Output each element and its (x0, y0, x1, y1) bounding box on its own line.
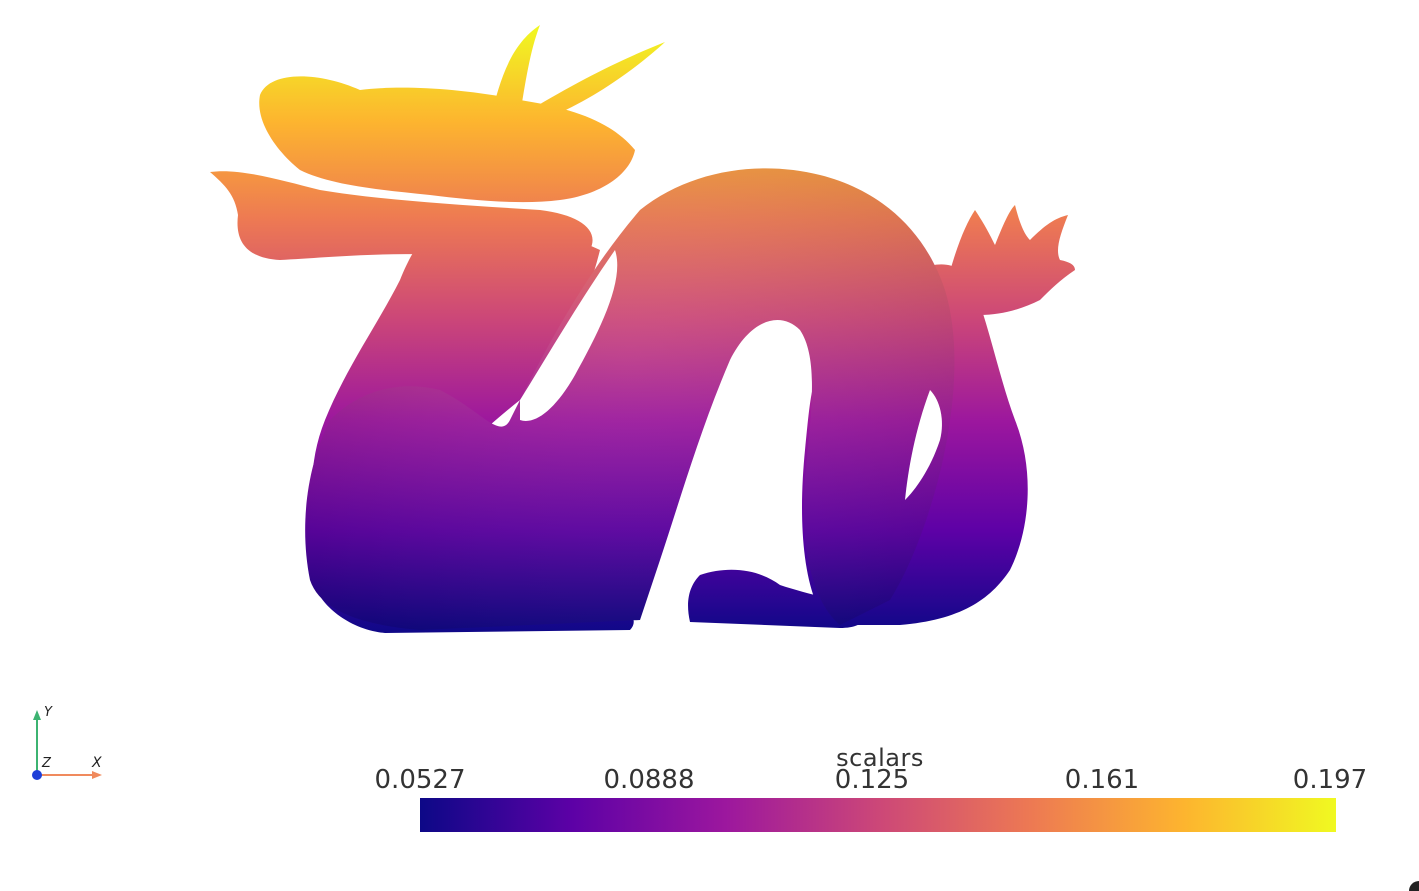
colorbar-tick-2: 0.125 (834, 765, 910, 795)
colorbar-title: scalars (836, 744, 924, 772)
y-axis-arrow-icon (33, 710, 41, 720)
window-corner (1409, 881, 1419, 891)
z-axis-dot-icon (32, 770, 42, 780)
colorbar-tick-1: 0.0888 (603, 765, 695, 795)
y-axis-label: Y (44, 705, 53, 720)
colorbar-tick-4: 0.197 (1292, 765, 1368, 795)
colorbar-tick-0: 0.0527 (374, 765, 466, 795)
body-gap-middle (740, 324, 801, 560)
body-gap-left (520, 250, 618, 421)
dragon-mesh (210, 25, 1075, 633)
z-axis-label: Z (41, 756, 52, 771)
x-axis-label: X (91, 755, 102, 771)
x-axis-arrow-icon (92, 771, 102, 779)
orientation-axes: Y Z X (32, 705, 102, 780)
dragon-shading (305, 168, 955, 630)
colorbar-gradient (420, 798, 1336, 832)
body-gap-right (905, 390, 942, 500)
colorbar-tick-3: 0.161 (1064, 765, 1140, 795)
